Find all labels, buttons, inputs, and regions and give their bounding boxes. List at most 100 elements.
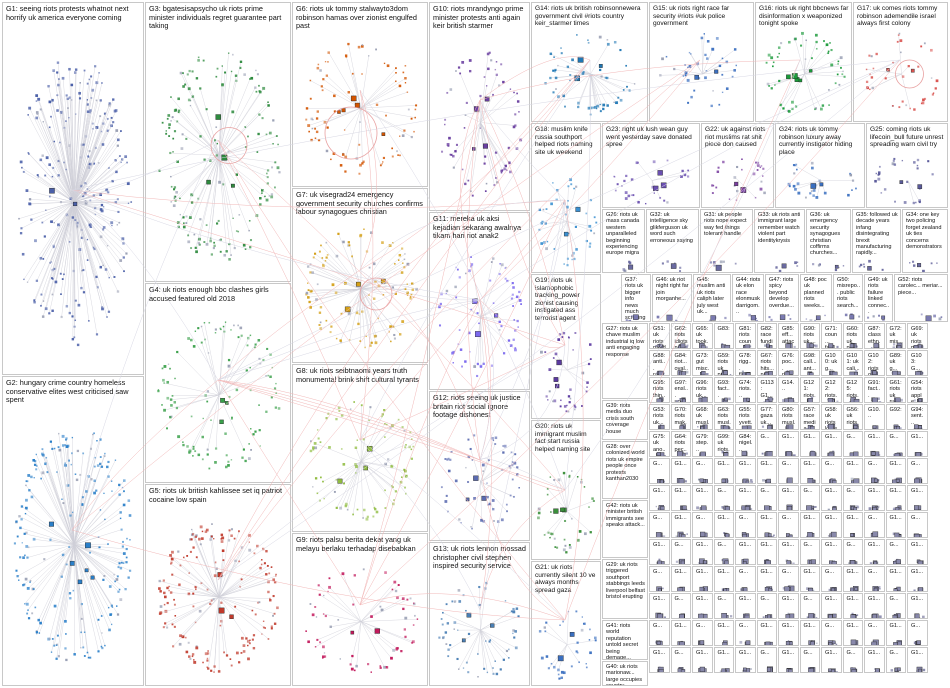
group-panel-left-column[interactable]: G40: uk riots marionaw... large occupies… — [602, 661, 648, 686]
group-panel-micro[interactable]: G... — [735, 512, 756, 538]
group-panel-g8[interactable]: G8: uk riots seibtnaomi years truth monu… — [292, 364, 428, 532]
group-panel-micro[interactable]: G1... — [670, 566, 691, 592]
group-panel-micro[interactable]: G1... — [778, 593, 799, 619]
group-panel-micro[interactable]: G1... — [692, 647, 713, 673]
group-panel-micro[interactable]: G1... — [799, 512, 820, 538]
group-panel-micro[interactable]: G... — [670, 593, 691, 619]
group-panel-micro[interactable]: G... — [756, 647, 777, 673]
group-panel-micro[interactable]: G... — [885, 647, 906, 673]
group-panel-g7[interactable]: G7: uk visegrad24 emergency government s… — [292, 188, 428, 363]
group-panel-row[interactable]: G33: uk riots anti immigrant large remem… — [754, 209, 805, 273]
group-panel-g10[interactable]: G10: riots mrandyngo prime minister prot… — [429, 2, 530, 211]
group-panel-micro[interactable]: G... — [692, 620, 713, 646]
group-panel-g16[interactable]: G16: riots uk right bbcnews far disinfor… — [755, 2, 852, 122]
group-panel-micro[interactable]: G... — [885, 431, 906, 457]
group-panel-micro[interactable]: G1... — [864, 539, 885, 565]
group-panel-micro[interactable]: G... — [864, 458, 885, 484]
group-panel-small[interactable]: G48: poc uk planned riots weeks... — [800, 274, 832, 322]
group-panel-micro[interactable]: G1... — [778, 647, 799, 673]
group-panel-micro[interactable]: G... — [670, 647, 691, 673]
group-panel-micro[interactable]: G99: uk riots... — [713, 431, 734, 457]
group-panel-micro[interactable]: G55: riots yvett... — [735, 404, 756, 430]
group-panel-g14[interactable]: G14: riots uk british robinsonnewera gov… — [531, 2, 648, 122]
group-panel-micro[interactable]: G103: G... — [907, 350, 928, 376]
group-panel-micro[interactable]: G... — [821, 620, 842, 646]
group-panel-micro[interactable]: G... — [864, 620, 885, 646]
group-panel-small[interactable]: G45: muslim anti uk riots caliph later j… — [693, 274, 731, 322]
group-panel-micro[interactable]: G1... — [885, 566, 906, 592]
group-panel-micro[interactable]: G1... — [670, 512, 691, 538]
group-panel-g22[interactable]: G22: uk against riots riot muslims rat s… — [701, 123, 774, 208]
group-panel-micro[interactable]: G... — [799, 539, 820, 565]
group-panel-micro[interactable]: G81: riots coun... first... — [735, 323, 756, 349]
group-panel-micro[interactable]: G121: riots... — [799, 377, 820, 403]
group-panel-g17[interactable]: G17: uk comes riots tommy robinson ademe… — [853, 2, 948, 122]
group-panel-micro[interactable]: G... — [842, 647, 863, 673]
group-panel-g12[interactable]: G12: riots seeing uk justice britain rio… — [429, 391, 530, 541]
group-panel-g3[interactable]: G3: bgatesisapsycho uk riots prime minis… — [145, 2, 291, 282]
group-panel-micro[interactable]: G1... — [713, 620, 734, 646]
group-panel-g1[interactable]: G1: seeing riots protests whatnot next h… — [2, 2, 144, 375]
group-panel-micro[interactable]: G1... — [756, 539, 777, 565]
group-panel-micro[interactable]: G67: riots hits... nigg... — [756, 350, 777, 376]
group-panel-row[interactable]: G34: one key two policing forget zealand… — [902, 209, 948, 273]
group-panel-micro[interactable]: G1... — [778, 485, 799, 511]
group-panel-micro[interactable]: G1... — [821, 647, 842, 673]
group-panel-micro[interactable]: G1... — [885, 512, 906, 538]
group-panel-micro[interactable]: G1... — [864, 431, 885, 457]
group-panel-small[interactable]: G44: riots uk elon race elonmusk darrigo… — [732, 274, 764, 322]
group-panel-small[interactable]: G50: misrepo... public riots search... — [833, 274, 863, 322]
group-panel-micro[interactable]: G89: uk g... — [885, 350, 906, 376]
group-panel-micro[interactable]: G1... — [864, 647, 885, 673]
group-panel-small[interactable]: G52: riots carolec... meriar... piece... — [894, 274, 948, 322]
group-panel-micro[interactable]: G... — [735, 620, 756, 646]
group-panel-micro[interactable]: G14... — [778, 377, 799, 403]
group-panel-micro[interactable]: G... — [842, 539, 863, 565]
group-panel-row[interactable]: G32: uk intelligence sky glikferguson uk… — [646, 209, 699, 273]
group-panel-micro[interactable]: G65: uk took... ... — [692, 323, 713, 349]
group-panel-micro[interactable]: G96: riots uk... — [692, 377, 713, 403]
group-panel-micro[interactable]: G113: G1... — [756, 377, 777, 403]
group-panel-micro[interactable]: G... — [907, 512, 928, 538]
group-panel-micro[interactable]: G100: uk g... — [821, 350, 842, 376]
group-panel-micro[interactable]: G1... — [907, 431, 928, 457]
group-panel-micro[interactable]: G... — [670, 539, 691, 565]
group-panel-micro[interactable]: G1... — [821, 485, 842, 511]
group-panel-micro[interactable]: G1... — [735, 485, 756, 511]
group-panel-micro[interactable]: G1... — [756, 458, 777, 484]
group-panel-micro[interactable]: G... — [649, 566, 670, 592]
group-panel-micro[interactable]: G1... — [842, 512, 863, 538]
group-panel-micro[interactable]: G71: coun... far... for... — [821, 323, 842, 349]
group-panel-micro[interactable]: G51: uk riots murd... viole... angle... … — [649, 323, 670, 349]
group-panel-micro[interactable]: G73: gut misc... — [692, 350, 713, 376]
group-panel-micro[interactable]: G88: anti... raci... — [649, 350, 670, 376]
group-panel-micro[interactable]: G... — [778, 566, 799, 592]
group-panel-micro[interactable]: G53: riots uk... — [649, 404, 670, 430]
group-panel-micro[interactable]: G1... — [821, 431, 842, 457]
group-panel-row[interactable]: G36: uk emergency security synagogues ch… — [806, 209, 851, 273]
group-panel-micro[interactable]: G62: riots idiots not... larg... — [670, 323, 691, 349]
group-panel-g15[interactable]: G15: uk riots right race far security #r… — [649, 2, 754, 122]
group-panel-micro[interactable]: G1... — [842, 593, 863, 619]
group-panel-row[interactable]: G31: uk people riots nope expect way fed… — [700, 209, 753, 273]
group-panel-micro[interactable]: G... — [756, 431, 777, 457]
group-panel-micro[interactable]: G... — [799, 593, 820, 619]
group-panel-micro[interactable]: G94: sent... — [907, 404, 928, 430]
group-panel-g13[interactable]: G13: uk riots lennon mossad christopher … — [429, 542, 530, 686]
group-panel-row[interactable]: G26: riots uk mass canada western unpara… — [602, 209, 645, 273]
group-panel-micro[interactable]: G1... — [735, 539, 756, 565]
group-panel-micro[interactable]: G59: riots uk pris... migr... anti — [713, 350, 734, 376]
group-panel-micro[interactable]: G1... — [713, 566, 734, 592]
group-panel-g11[interactable]: G11: mereka uk aksi kejadian sekarang aw… — [429, 212, 530, 390]
group-panel-micro[interactable]: G91: fact... — [864, 377, 885, 403]
group-panel-micro[interactable]: G68: uk musl... — [692, 404, 713, 430]
group-panel-micro[interactable]: G... — [842, 431, 863, 457]
group-panel-micro[interactable]: G54: riots apple prefe... adva... — [907, 377, 928, 403]
group-panel-micro[interactable]: G... — [649, 458, 670, 484]
group-panel-micro[interactable]: G1... — [756, 620, 777, 646]
group-panel-micro[interactable]: G... — [821, 458, 842, 484]
group-panel-micro[interactable]: G78: rigg... flam... — [735, 350, 756, 376]
group-panel-micro[interactable]: G1... — [692, 566, 713, 592]
group-panel-micro[interactable]: G1... — [907, 485, 928, 511]
group-panel-micro[interactable]: G1... — [885, 620, 906, 646]
